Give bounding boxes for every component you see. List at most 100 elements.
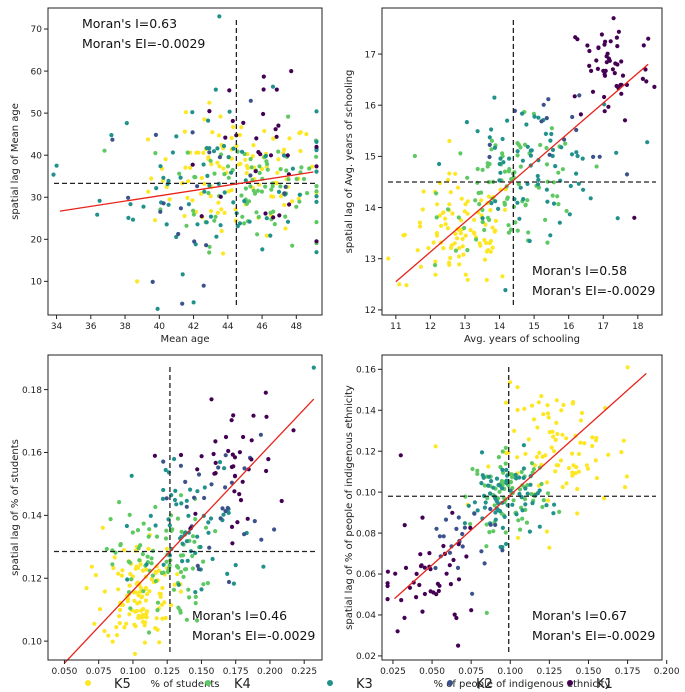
scatter-point <box>457 262 462 267</box>
moran-ei-label: Moran's EI=-0.0029 <box>532 283 655 298</box>
y-tick-label: 16 <box>365 101 377 111</box>
y-tick-label: 20 <box>31 236 43 246</box>
scatter-point <box>407 585 413 590</box>
scatter-point <box>278 194 284 199</box>
scatter-point <box>184 223 189 228</box>
scatter-point <box>263 390 268 395</box>
scatter-point <box>417 220 422 225</box>
scatter-point <box>502 200 507 205</box>
scatter-point <box>201 582 206 587</box>
scatter-point <box>180 559 185 564</box>
scatter-point <box>97 607 103 612</box>
scatter-point <box>190 534 196 539</box>
scatter-point <box>486 474 492 479</box>
scatter-point <box>573 471 578 476</box>
scatter-point <box>170 527 175 532</box>
scatter-point <box>260 247 265 252</box>
scatter-point <box>281 153 287 158</box>
scatter-point <box>188 165 193 170</box>
scatter-point <box>589 68 594 73</box>
scatter-point <box>226 155 231 160</box>
scatter-point <box>161 459 166 464</box>
scatter-point <box>294 176 299 182</box>
scatter-point <box>104 546 109 552</box>
scatter-point <box>437 534 442 539</box>
scatter-point <box>218 223 223 228</box>
scatter-point <box>174 134 179 139</box>
scatter-point <box>522 497 528 502</box>
scatter-point <box>124 523 129 529</box>
scatter-point <box>276 123 281 128</box>
scatter-point <box>643 67 648 72</box>
scatter-point <box>462 225 467 231</box>
y-tick-label: 0.18 <box>22 386 42 396</box>
y-tick-label: 0.10 <box>356 488 376 498</box>
panel-schooling: 11 12 13 14 15 16 17 18 12 13 14 15 16 17 Avg. years o… <box>344 7 663 345</box>
scatter-point <box>192 239 197 244</box>
scatter-point <box>237 132 242 138</box>
scatter-point <box>146 630 152 635</box>
scatter-point <box>284 168 289 173</box>
scatter-point <box>154 186 159 191</box>
scatter-point <box>257 164 262 169</box>
scatter-point <box>515 455 520 460</box>
x-tick-label: 0.225 <box>291 667 317 677</box>
scatter-point <box>436 588 441 594</box>
scatter-point <box>549 131 554 137</box>
scatter-point <box>118 542 123 547</box>
scatter-point <box>273 127 278 132</box>
scatter-point <box>510 474 515 479</box>
scatter-point <box>120 602 126 608</box>
scatter-point <box>536 400 541 405</box>
scatter-point <box>201 162 206 167</box>
scatter-point <box>290 166 295 171</box>
scatter-point <box>580 156 585 161</box>
scatter-point <box>182 129 187 134</box>
scatter-point <box>404 283 409 288</box>
scatter-point <box>285 153 290 158</box>
scatter-point <box>528 482 533 487</box>
scatter-point <box>207 244 212 249</box>
scatter-point <box>482 561 487 566</box>
scatter-point <box>282 202 287 208</box>
scatter-point <box>544 116 549 121</box>
scatter-point <box>221 512 226 517</box>
scatter-point <box>183 479 188 484</box>
scatter-point <box>175 572 180 577</box>
scatter-point <box>527 238 532 244</box>
scatter-point <box>237 492 242 497</box>
scatter-point <box>403 565 409 571</box>
scatter-point <box>195 489 200 494</box>
scatter-point <box>529 403 535 408</box>
scatter-point <box>503 445 508 450</box>
scatter-point <box>219 207 224 212</box>
scatter-point <box>395 629 400 634</box>
scatter-point <box>544 145 549 151</box>
scatter-point <box>186 179 191 184</box>
scatter-point <box>276 189 282 194</box>
scatter-point <box>579 410 585 416</box>
scatter-point <box>479 481 484 486</box>
scatter-point <box>434 526 439 531</box>
scatter-point <box>208 214 214 219</box>
scatter-point <box>208 516 214 521</box>
scatter-point <box>210 130 215 135</box>
scatter-point <box>455 185 461 190</box>
scatter-point <box>297 199 302 204</box>
scatter-point <box>261 74 266 79</box>
scatter-point <box>441 210 446 215</box>
scatter-point <box>243 157 248 162</box>
x-tick-label: 46 <box>256 322 268 332</box>
scatter-point <box>215 210 220 215</box>
scatter-point <box>463 202 468 207</box>
scatter-point <box>201 283 206 288</box>
scatter-point <box>259 537 264 542</box>
scatter-point <box>487 135 492 140</box>
scatter-point <box>619 91 624 96</box>
scatter-point <box>102 589 107 594</box>
scatter-point <box>456 515 461 520</box>
scatter-point <box>266 457 271 462</box>
scatter-point <box>491 485 496 490</box>
scatter-point <box>421 189 426 194</box>
legend-label-k4: K4 <box>234 677 251 692</box>
